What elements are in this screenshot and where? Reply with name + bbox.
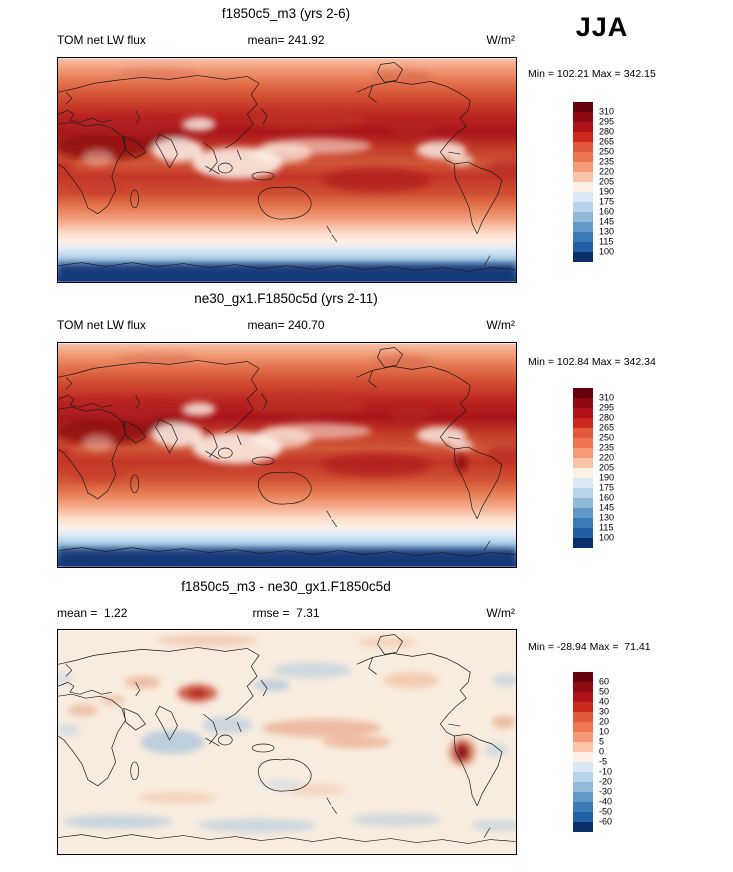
panel2-stats-row: TOM net LW flux mean= 240.70 W/m² <box>57 318 515 334</box>
panel3-mean-value: mean = 1.22 <box>57 606 128 620</box>
panel3-rmse-value: rmse = 7.31 <box>252 606 320 620</box>
panel2-map <box>57 342 517 568</box>
panel3-colorbar-cells <box>573 672 593 832</box>
panel1-map <box>57 57 517 283</box>
panel3-colorbar-labels: 60 50 40 30 20 10 5 0 -5 -10 -20 -30 -40 -50 -60 <box>599 676 613 827</box>
panel2-title: ne30_gx1.F1850c5d (yrs 2-11) <box>194 291 378 306</box>
season-label: JJA <box>575 12 629 42</box>
panel1-colorbar-cells <box>573 102 593 262</box>
panel2-map-canvas <box>58 343 516 567</box>
panel3-map-canvas <box>58 630 516 854</box>
panel2-variable-label: TOM net LW flux <box>57 318 146 332</box>
panel3-stats-row: mean = 1.22 rmse = 7.31 W/m² <box>57 606 515 622</box>
panel2-minmax: Min = 102.84 Max = 342.34 <box>528 356 656 368</box>
panel3-title: f1850c5_m3 - ne30_gx1.F1850c5d <box>181 579 391 594</box>
panel3-colorbar: 60 50 40 30 20 10 5 0 -5 -10 -20 -30 -40 -50 -60 <box>573 672 653 844</box>
panel1-colorbar: 310 295 280 265 250 235 220 205 190 175 160 145 130 1… <box>573 102 653 274</box>
panel1-stats-row: TOM net LW flux mean= 241.92 W/m² <box>57 33 515 49</box>
panel1-minmax: Min = 102.21 Max = 342.15 <box>528 68 656 80</box>
panel1-colorbar-labels: 310 295 280 265 250 235 220 205 190 175 160 145 130 1… <box>599 106 615 257</box>
panel1-units-label: W/m² <box>486 33 515 47</box>
panel1-mean-value: mean= 241.92 <box>247 33 325 47</box>
panel3-units-label: W/m² <box>486 606 515 620</box>
panel2-colorbar-labels: 310 295 280 265 250 235 220 205 190 175 160 145 130 1… <box>599 392 615 543</box>
panel2-units-label: W/m² <box>486 318 515 332</box>
panel2-colorbar-cells <box>573 388 593 548</box>
panel1-map-canvas <box>58 58 516 282</box>
panel1-variable-label: TOM net LW flux <box>57 33 146 47</box>
panel2-mean-value: mean= 240.70 <box>247 318 325 332</box>
panel1-title: f1850c5_m3 (yrs 2-6) <box>221 6 351 21</box>
panel2-colorbar: 310 295 280 265 250 235 220 205 190 175 160 145 130 1… <box>573 388 653 560</box>
panel3-minmax: Min = -28.94 Max = 71.41 <box>528 641 651 653</box>
panel3-map <box>57 629 517 855</box>
